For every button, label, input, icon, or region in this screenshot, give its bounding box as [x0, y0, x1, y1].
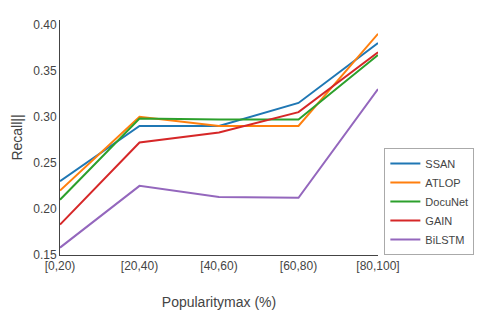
svg-text:ATLOP: ATLOP	[425, 177, 460, 189]
svg-text:DocuNet: DocuNet	[425, 196, 468, 208]
svg-text:0.20: 0.20	[33, 202, 57, 216]
svg-text:[80,100]: [80,100]	[356, 259, 399, 273]
svg-text:0.40: 0.40	[33, 18, 57, 32]
svg-text:[0,20): [0,20)	[45, 259, 76, 273]
svg-text:GAIN: GAIN	[425, 215, 452, 227]
svg-text:0.15: 0.15	[33, 248, 57, 262]
svg-text:[60,80): [60,80)	[280, 259, 317, 273]
svg-text:Popularitymax (%): Popularitymax (%)	[162, 294, 276, 310]
svg-text:0.30: 0.30	[33, 110, 57, 124]
svg-text:0.25: 0.25	[33, 156, 57, 170]
svg-text:BiLSTM: BiLSTM	[425, 234, 464, 246]
svg-text:[20,40): [20,40)	[121, 259, 158, 273]
svg-text:Recall||: Recall||	[9, 114, 25, 160]
svg-text:0.35: 0.35	[33, 64, 57, 78]
svg-text:SSAN: SSAN	[425, 158, 455, 170]
svg-text:[40,60): [40,60)	[200, 259, 237, 273]
